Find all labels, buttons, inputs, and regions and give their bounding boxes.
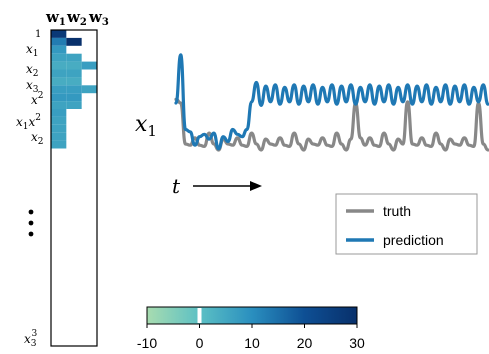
column-header-w2: w2 [66,8,87,28]
series-line-prediction [174,53,489,151]
row-ellipsis [28,209,34,237]
heatmap-cell [66,37,82,46]
time-arrow [193,181,262,191]
heatmap-cell [66,69,82,78]
heatmap-cell [66,93,82,102]
heatmap-cell [66,53,82,62]
ellipsis-dot [28,220,34,226]
colorbar-tick-label: 30 [349,335,365,351]
row-label: x1 [26,42,39,59]
heatmap-cell [51,124,67,133]
heatmap-cell [66,101,82,109]
colorbar-zero-marker [197,308,202,323]
line-chart: x1 t truth prediction [135,53,489,255]
row-label-last: x33 [24,329,38,349]
row-label: x2 [31,91,44,107]
y-axis-label: x1 [135,112,157,140]
heatmap-cell [51,85,67,94]
ellipsis-dot [28,231,34,237]
series-line-truth [174,97,489,152]
row-label: x1x2 [16,113,41,132]
heatmap-cell [51,109,67,117]
colorbar-tick-label: 0 [196,335,204,351]
x-axis-label: t [172,174,181,198]
heatmap-frame [50,29,98,347]
heatmap-cell [66,77,82,86]
heatmap-cell [51,37,67,46]
heatmap-cell [51,132,67,141]
heatmap-cell [51,116,67,125]
legend: truth prediction [335,193,478,255]
legend-box [335,193,478,255]
ellipsis-dot [28,209,34,215]
colorbar: -10 0 10 20 30 [137,306,365,351]
row-label: x3 [26,78,39,95]
colorbar-gradient [146,306,358,325]
heatmap-cell [51,101,67,109]
heatmap-cell [51,140,67,149]
row-label: 1 [35,29,41,40]
heatmap-cell [51,45,67,54]
heatmap-cell [81,85,97,94]
column-header-w1: w1 [45,8,66,28]
heatmap-cell [66,85,82,94]
column-header-w3: w3 [88,8,109,28]
legend-label-truth: truth [383,203,411,219]
legend-label-prediction: prediction [383,232,444,248]
colorbar-tick-label: 10 [244,335,260,351]
heatmap-cell [81,61,97,70]
heatmap-cell [51,61,67,70]
heatmap-cell [51,30,67,38]
heatmap-cell [51,93,67,102]
heatmap-cell [51,77,67,86]
colorbar-tick-label: -10 [137,335,157,351]
series-lines [174,53,489,152]
heatmap-cell [51,53,67,62]
heatmap-cells [51,30,97,149]
row-label: x2 [31,130,44,147]
colorbar-tick-label: 20 [297,335,313,351]
heatmap-cell [51,69,67,78]
row-label: x2 [26,62,39,79]
heatmap-cell [66,61,82,70]
colorbar-ticks: -10 0 10 20 30 [137,308,365,351]
